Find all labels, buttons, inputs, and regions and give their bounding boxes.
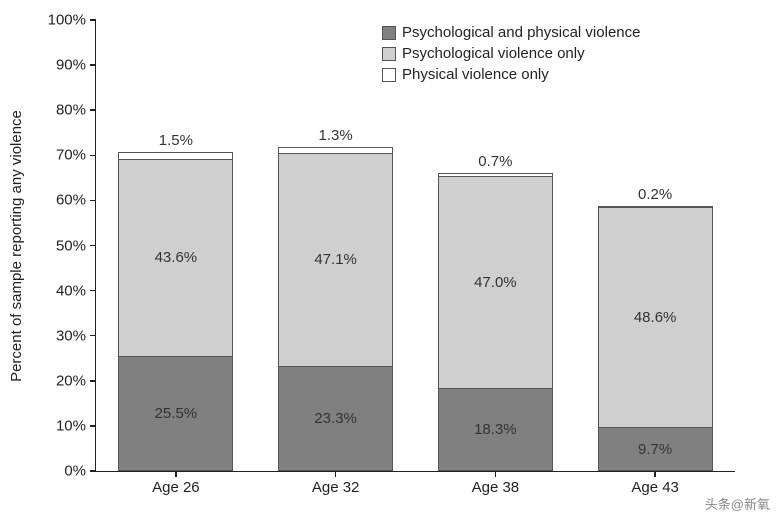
- bar-segment: 47.1%: [278, 153, 393, 366]
- segment-value-label: 48.6%: [634, 309, 677, 326]
- legend-item: Physical violence only: [382, 66, 640, 83]
- y-tick-label: 0%: [64, 463, 86, 480]
- legend-swatch: [382, 47, 396, 61]
- bar-segment: 48.6%: [598, 207, 713, 427]
- y-tick-label: 90%: [56, 57, 86, 74]
- bar: 25.5% 43.6% 1.5%: [118, 152, 233, 471]
- bar-segment: 43.6%: [118, 159, 233, 356]
- bar-slot: 25.5%43.6%1.5%Age 26: [96, 20, 256, 471]
- legend-label: Psychological violence only: [402, 45, 585, 62]
- segment-value-label: 25.5%: [155, 405, 198, 422]
- segment-value-label: 0.2%: [638, 186, 672, 203]
- y-axis-label: Percent of sample reporting any violence: [8, 110, 25, 382]
- y-tick-label: 20%: [56, 372, 86, 389]
- bar-slot: 23.3%47.1%1.3%Age 32: [256, 20, 416, 471]
- x-category-label: Age 38: [472, 479, 520, 496]
- segment-value-label: 9.7%: [638, 441, 672, 458]
- segment-value-label: 47.0%: [474, 274, 517, 291]
- y-tick-label: 40%: [56, 282, 86, 299]
- legend-item: Psychological violence only: [382, 45, 640, 62]
- bar: 23.3% 47.1% 1.3%: [278, 147, 393, 471]
- plot-area: 25.5%43.6%1.5%Age 2623.3%47.1%1.3%Age 32…: [95, 20, 735, 472]
- bar-segment: 23.3%: [278, 366, 393, 471]
- y-tick-label: 60%: [56, 192, 86, 209]
- bar: 18.3% 47.0% 0.7%: [438, 173, 553, 471]
- y-tick-label: 80%: [56, 102, 86, 119]
- y-tick-label: 10%: [56, 417, 86, 434]
- legend-swatch: [382, 26, 396, 40]
- segment-value-label: 1.5%: [159, 132, 193, 149]
- violence-chart: 25.5% 43.6% 1.5% Age 26 23.3% 47.1% 1.3% Age 32…: [0, 0, 780, 519]
- segment-value-label: 1.3%: [319, 127, 353, 144]
- bar-segment: 18.3%: [438, 388, 553, 471]
- bar-slot: 18.3%47.0%0.7%Age 38: [416, 20, 576, 471]
- bar-segment: 0.2%: [598, 206, 713, 207]
- segment-value-label: 43.6%: [155, 249, 198, 266]
- segment-value-label: 0.7%: [478, 153, 512, 170]
- segment-value-label: 23.3%: [314, 410, 357, 427]
- bar-segment: 9.7%: [598, 427, 713, 471]
- y-tick-label: 100%: [48, 12, 86, 29]
- x-category-label: Age 26: [152, 479, 200, 496]
- segment-value-label: 47.1%: [314, 251, 357, 268]
- legend-item: Psychological and physical violence: [382, 24, 640, 41]
- bar-segment: 1.3%: [278, 147, 393, 153]
- bar-segment: 1.5%: [118, 152, 233, 159]
- legend-label: Physical violence only: [402, 66, 549, 83]
- bar: 9.7% 48.6% 0.2%: [598, 206, 713, 471]
- segment-value-label: 18.3%: [474, 421, 517, 438]
- legend: Psychological and physical violence Psych…: [382, 24, 640, 83]
- legend-label: Psychological and physical violence: [402, 24, 640, 41]
- x-category-label: Age 32: [312, 479, 360, 496]
- bar-segment: 0.7%: [438, 173, 553, 176]
- y-tick-label: 70%: [56, 147, 86, 164]
- legend-swatch: [382, 68, 396, 82]
- x-category-label: Age 43: [631, 479, 679, 496]
- bar-segment: 25.5%: [118, 356, 233, 471]
- y-tick-label: 30%: [56, 327, 86, 344]
- bars-container: 25.5%43.6%1.5%Age 2623.3%47.1%1.3%Age 32…: [96, 20, 735, 471]
- watermark: 头条@新氧: [705, 494, 770, 513]
- y-tick-label: 50%: [56, 237, 86, 254]
- bar-slot: 9.7%48.6%0.2%Age 43: [575, 20, 735, 471]
- bar-segment: 47.0%: [438, 176, 553, 388]
